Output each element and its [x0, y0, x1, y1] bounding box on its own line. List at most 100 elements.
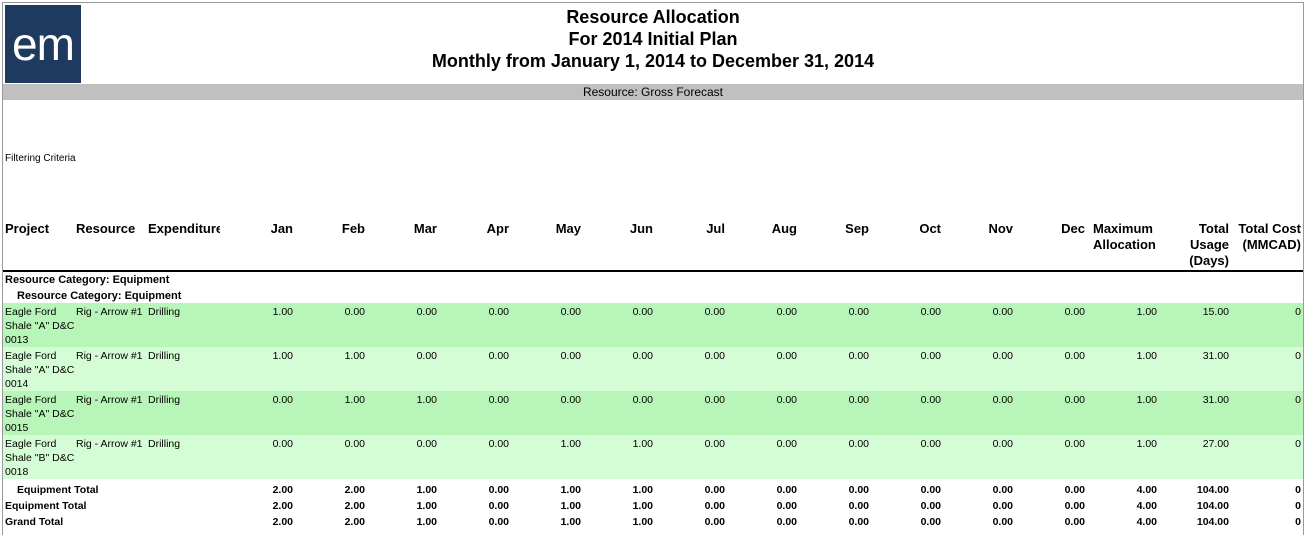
- cell-total-usage: 27.00: [1202, 438, 1229, 450]
- cell-jan: 0.00: [272, 438, 293, 450]
- total-jul: 0.00: [704, 500, 725, 512]
- total-label: Equipment Total: [5, 500, 87, 512]
- report-subtitle: For 2014 Initial Plan: [568, 29, 738, 49]
- total-usage: 104.00: [1196, 516, 1229, 528]
- col-header-mar: Mar: [413, 221, 437, 236]
- cell-resource: Rig - Arrow #1: [76, 438, 143, 450]
- cell-jul: 0.00: [704, 438, 725, 450]
- col-header-max-allocation: Maximum Allocation: [1093, 221, 1156, 253]
- col-header-jul: Jul: [706, 221, 725, 236]
- cell-nov: 0.00: [992, 438, 1013, 450]
- cell-expenditure: Drilling: [148, 350, 181, 362]
- total-sep: 0.00: [848, 500, 869, 512]
- total-sep: 0.00: [848, 516, 869, 528]
- total-usage: 104.00: [1196, 484, 1229, 496]
- cell-max-allocation: 1.00: [1136, 350, 1157, 362]
- col-header-apr: Apr: [486, 221, 509, 236]
- total-feb: 2.00: [344, 484, 365, 496]
- total-nov: 0.00: [992, 516, 1013, 528]
- cell-may: 0.00: [560, 350, 581, 362]
- cell-oct: 0.00: [920, 306, 941, 318]
- col-header-max-allocation-line2: Allocation: [1093, 237, 1156, 252]
- col-header-total-usage-line3: (Days): [1189, 253, 1229, 268]
- cell-project-line3: 0015: [5, 422, 29, 434]
- cell-resource: Rig - Arrow #1: [76, 394, 143, 406]
- total-oct: 0.00: [920, 516, 941, 528]
- total-feb: 2.00: [344, 500, 365, 512]
- cell-aug: 0.00: [776, 438, 797, 450]
- cell-total-cost: 0: [1295, 394, 1301, 406]
- cell-feb: 1.00: [344, 350, 365, 362]
- cell-may: 0.00: [560, 394, 581, 406]
- category-outer: Resource Category: Equipment: [5, 274, 170, 286]
- cell-expenditure: Drilling: [148, 438, 181, 450]
- cell-jun: 0.00: [632, 350, 653, 362]
- cell-total-cost: 0: [1295, 438, 1301, 450]
- cell-project-line1: Eagle Ford: [5, 394, 57, 406]
- cell-nov: 0.00: [992, 350, 1013, 362]
- total-max-allocation: 4.00: [1136, 484, 1157, 496]
- cell-jul: 0.00: [704, 350, 725, 362]
- cell-project-line2: Shale "A" D&C: [5, 320, 75, 332]
- cell-aug: 0.00: [776, 394, 797, 406]
- company-logo: em: [5, 5, 81, 83]
- cell-jun: 1.00: [632, 438, 653, 450]
- total-apr: 0.00: [488, 516, 509, 528]
- cell-total-cost: 0: [1295, 350, 1301, 362]
- resource-bar: Resource: Gross Forecast: [3, 84, 1303, 100]
- cell-resource: Rig - Arrow #1: [76, 350, 143, 362]
- col-header-total-usage-line2: Usage: [1189, 237, 1229, 252]
- col-header-total-cost-line1: Total Cost: [1238, 221, 1301, 236]
- cell-may: 0.00: [560, 306, 581, 318]
- total-feb: 2.00: [344, 516, 365, 528]
- col-header-expenditure: Expenditure: [148, 221, 220, 236]
- total-apr: 0.00: [488, 500, 509, 512]
- table-row: Eagle Ford Shale "B" D&C 0018 Rig - Arrow #…: [3, 435, 1303, 479]
- total-jun: 1.00: [632, 484, 653, 496]
- total-jan: 2.00: [272, 484, 293, 496]
- total-jun: 1.00: [632, 516, 653, 528]
- report-title: Resource Allocation: [566, 7, 740, 27]
- cell-jun: 0.00: [632, 394, 653, 406]
- cell-resource: Rig - Arrow #1: [76, 306, 143, 318]
- cell-sep: 0.00: [848, 438, 869, 450]
- cell-dec: 0.00: [1064, 394, 1085, 406]
- cell-sep: 0.00: [848, 306, 869, 318]
- cell-dec: 0.00: [1064, 306, 1085, 318]
- total-max-allocation: 4.00: [1136, 500, 1157, 512]
- col-header-jan: Jan: [270, 221, 293, 236]
- col-header-sep: Sep: [845, 221, 869, 236]
- total-jul: 0.00: [704, 516, 725, 528]
- col-header-oct: Oct: [919, 221, 941, 236]
- col-header-aug: Aug: [771, 221, 797, 236]
- cell-max-allocation: 1.00: [1136, 394, 1157, 406]
- filtering-criteria-label: Filtering Criteria: [5, 153, 76, 164]
- total-usage: 104.00: [1196, 500, 1229, 512]
- total-cost: 0: [1295, 484, 1301, 496]
- cell-total-usage: 31.00: [1202, 394, 1229, 406]
- col-header-total-usage: Total Usage (Days): [1163, 221, 1229, 269]
- total-row: Equipment Total 2.00 2.00 1.00 0.00 1.00 1.00 0…: [3, 481, 1303, 497]
- total-mar: 1.00: [416, 484, 437, 496]
- cell-project-line1: Eagle Ford: [5, 438, 57, 450]
- table-row: Eagle Ford Shale "A" D&C 0013 Rig - Arrow #…: [3, 303, 1303, 347]
- cell-nov: 0.00: [992, 306, 1013, 318]
- total-aug: 0.00: [776, 500, 797, 512]
- cell-total-usage: 15.00: [1202, 306, 1229, 318]
- cell-project-line2: Shale "A" D&C: [5, 364, 75, 376]
- cell-project-line1: Eagle Ford: [5, 306, 57, 318]
- col-header-project: Project: [5, 221, 50, 236]
- total-sep: 0.00: [848, 484, 869, 496]
- col-header-may: May: [555, 221, 581, 236]
- cell-dec: 0.00: [1064, 438, 1085, 450]
- cell-aug: 0.00: [776, 306, 797, 318]
- total-mar: 1.00: [416, 516, 437, 528]
- cell-project-line3: 0013: [5, 334, 29, 346]
- cell-apr: 0.00: [488, 306, 509, 318]
- total-may: 1.00: [560, 484, 581, 496]
- cell-may: 1.00: [560, 438, 581, 450]
- total-label: Grand Total: [5, 516, 64, 528]
- total-label: Equipment Total: [17, 484, 99, 496]
- col-header-jun: Jun: [629, 221, 653, 236]
- cell-feb: 0.00: [344, 306, 365, 318]
